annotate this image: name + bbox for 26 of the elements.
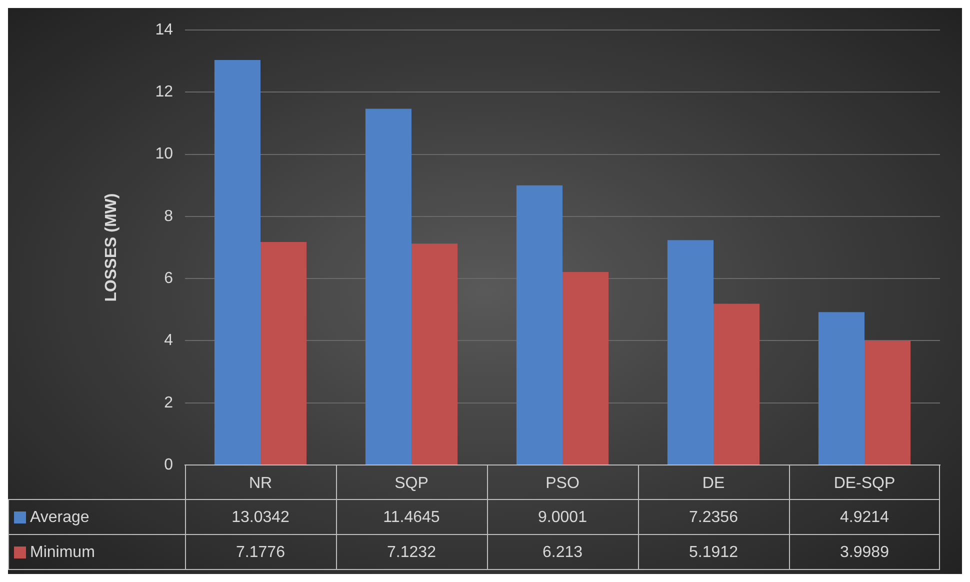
data-label: 7.1232	[387, 544, 436, 561]
y-tick-label: 6	[164, 270, 174, 287]
legend-label: Average	[30, 508, 90, 526]
data-label: 13.0342	[232, 508, 290, 526]
y-tick-label: 12	[155, 84, 174, 101]
x-tick-label: DE-SQP	[834, 475, 896, 492]
x-tick-label: PSO	[546, 475, 580, 492]
x-tick-label: NR	[248, 475, 272, 492]
y-tick-label: 8	[164, 208, 174, 225]
x-tick-label: SQP	[394, 475, 428, 492]
y-tick-label: 2	[164, 394, 174, 412]
y-axis-title: LOSSES (MW)	[103, 193, 120, 302]
data-label: 9.0001	[538, 508, 588, 526]
data-label: 7.2356	[689, 508, 738, 526]
data-label: 11.4645	[383, 508, 440, 526]
y-tick-label: 10	[155, 146, 174, 163]
data-label: 4.9214	[840, 508, 890, 526]
y-tick-label: 14	[155, 21, 174, 38]
data-label: 3.9989	[840, 544, 890, 561]
data-label: 7.1776	[236, 544, 286, 561]
legend-label: Minimum	[30, 544, 95, 561]
data-label: 5.1912	[689, 544, 738, 561]
y-tick-label: 4	[164, 332, 174, 350]
x-tick-label: DE	[702, 475, 725, 492]
y-tick-label: 0	[164, 456, 174, 474]
data-label: 6.213	[542, 544, 583, 561]
